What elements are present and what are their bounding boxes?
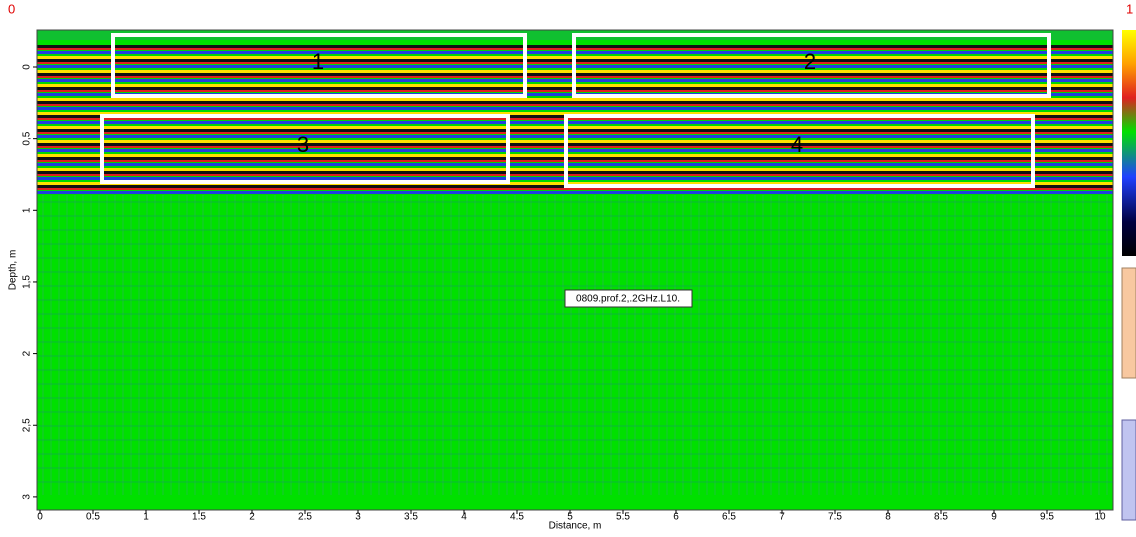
x-tick-label: 8.5 [934, 512, 948, 523]
y-tick-label: 2 [22, 350, 33, 356]
y-tick-label: 1,5 [22, 275, 33, 289]
x-tick-label: 1.5 [192, 512, 206, 523]
x-tick-label: 2 [249, 512, 255, 523]
y-axis-title: Depth, m [8, 250, 19, 291]
x-tick-label: 8 [885, 512, 891, 523]
x-tick-label: 4.5 [510, 512, 524, 523]
region-label: 3 [297, 132, 309, 157]
range-min: 0 [8, 1, 15, 16]
y-tick-label: 0,5 [22, 131, 33, 145]
x-tick-label: 3.5 [404, 512, 418, 523]
y-tick-label: 3 [22, 494, 33, 500]
color-bar [1122, 30, 1136, 256]
x-tick-label: 5 [567, 512, 573, 523]
region-box [564, 114, 1035, 188]
noise [37, 195, 1113, 495]
y-tick-label: 1 [22, 207, 33, 213]
region-label: 2 [804, 49, 816, 74]
region-box [111, 33, 527, 98]
x-tick-label: 2.5 [298, 512, 312, 523]
x-tick-label: 5.5 [616, 512, 630, 523]
plot-frame [36, 29, 1114, 511]
region-label: 1 [312, 49, 324, 74]
profile-label: 0809.prof.2,.2GHz.L10. [576, 294, 680, 305]
x-tick-label: 6.5 [722, 512, 736, 523]
y-tick-label: 2,5 [22, 418, 33, 432]
x-tick-label: 7 [779, 512, 785, 523]
region-box [100, 114, 510, 184]
region-label: 4 [791, 132, 803, 157]
x-tick-label: 0.5 [86, 512, 100, 523]
x-tick-label: 3 [355, 512, 361, 523]
x-tick-label: 1 [143, 512, 149, 523]
x-tick-label: 7.5 [828, 512, 842, 523]
range-max: 1 [1126, 1, 1133, 16]
x-tick-label: 4 [461, 512, 467, 523]
x-tick-label: 10 [1094, 512, 1106, 523]
y-tick-label: 0 [22, 64, 33, 70]
region-box [572, 33, 1051, 98]
x-tick-label: 6 [673, 512, 679, 523]
gain-panel[interactable] [1121, 267, 1136, 379]
filter-panel[interactable] [1121, 419, 1136, 521]
x-tick-label: 0 [37, 512, 43, 523]
x-tick-label: 9.5 [1040, 512, 1054, 523]
x-axis-title: Distance, m [549, 521, 602, 532]
profile-label-box [564, 289, 693, 308]
x-tick-label: 9 [991, 512, 997, 523]
